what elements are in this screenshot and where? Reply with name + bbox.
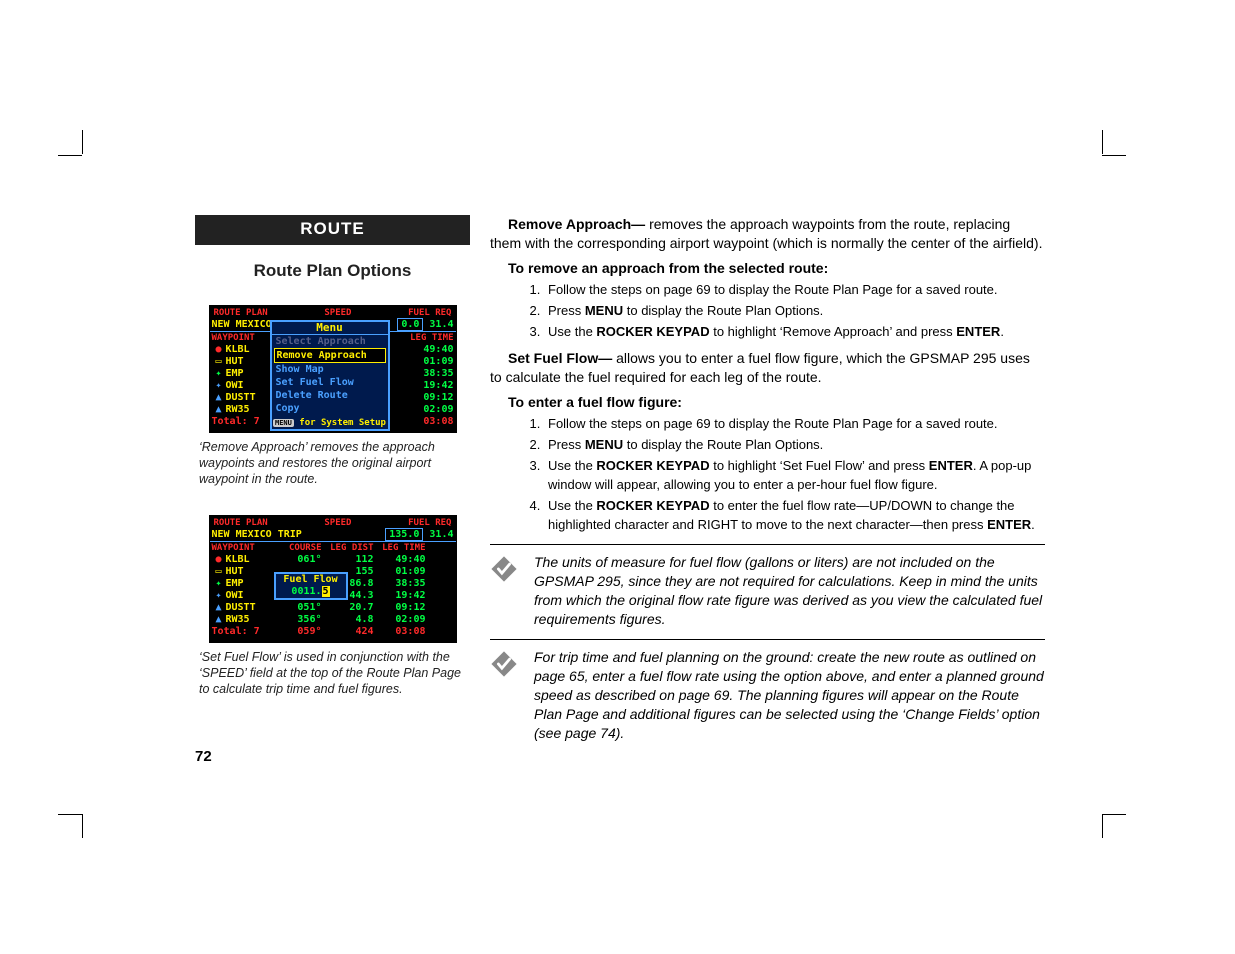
steps-remove: Follow the steps on page 69 to display t… — [544, 280, 1045, 341]
page-subhead: Route Plan Options — [195, 261, 470, 281]
waypoint-row: ▲DUSTT051°20.709:12 — [210, 602, 456, 614]
menu-footer: MENU for System Setup — [272, 415, 388, 429]
ss1-fuel: 31.4 — [429, 319, 453, 330]
step-item: Follow the steps on page 69 to display t… — [544, 280, 1045, 299]
menu-item: Remove Approach — [274, 348, 386, 363]
menu-item: Delete Route — [272, 389, 388, 402]
menu-item: Show Map — [272, 363, 388, 376]
waypoint-row: ▲RW35356°4.802:09 — [210, 614, 456, 626]
ss1-col1: LEG TIME — [404, 332, 454, 344]
caption-2: ‘Set Fuel Flow’ is used in conjunction w… — [195, 649, 470, 697]
step-item: Follow the steps on page 69 to display t… — [544, 414, 1045, 433]
step-item: Use the ROCKER KEYPAD to enter the fuel … — [544, 496, 1045, 534]
menu-popup: Menu Select ApproachRemove ApproachShow … — [270, 320, 390, 431]
ss1-speed: 0.0 — [397, 318, 423, 331]
page-number: 72 — [195, 748, 212, 765]
steps-fuelflow: Follow the steps on page 69 to display t… — [544, 414, 1045, 534]
screenshot-fuelflow: ROUTE PLAN SPEED FUEL REQ NEW MEXICO TRI… — [209, 515, 457, 643]
checkmark-icon — [490, 555, 518, 583]
menu-title: Menu — [272, 322, 388, 335]
caption-1: ‘Remove Approach’ removes the approach w… — [195, 439, 470, 487]
step-item: Use the ROCKER KEYPAD to highlight ‘Remo… — [544, 322, 1045, 341]
note-2: For trip time and fuel planning on the g… — [490, 639, 1045, 743]
ss1-top-mid: SPEED — [324, 307, 351, 319]
ss1-total-time: 03:08 — [404, 416, 454, 428]
para-remove-approach: Remove Approach— removes the approach wa… — [490, 215, 1045, 253]
screenshot-menu: ROUTE PLAN SPEED FUEL REQ NEW MEXICO 0.0… — [209, 305, 457, 433]
step-item: Press MENU to display the Route Plan Opt… — [544, 301, 1045, 320]
note-1: The units of measure for fuel flow (gall… — [490, 544, 1045, 629]
step-item: Use the ROCKER KEYPAD to highlight ‘Set … — [544, 456, 1045, 494]
ss1-title: NEW MEXICO — [212, 319, 272, 331]
para-set-fuel: Set Fuel Flow— allows you to enter a fue… — [490, 349, 1045, 387]
fuelflow-popup: Fuel Flow 0011.5 — [274, 572, 348, 600]
checkmark-icon — [490, 650, 518, 678]
section-header: ROUTE — [195, 215, 470, 245]
menu-item: Select Approach — [272, 335, 388, 348]
step-item: Press MENU to display the Route Plan Opt… — [544, 435, 1045, 454]
menu-item: Copy — [272, 402, 388, 415]
menu-item: Set Fuel Flow — [272, 376, 388, 389]
heading-remove: To remove an approach from the selected … — [508, 259, 1045, 278]
heading-fuelflow: To enter a fuel flow figure: — [508, 393, 1045, 412]
waypoint-row: ●KLBL061°11249:40 — [210, 554, 456, 566]
ss1-top-left: ROUTE PLAN — [214, 307, 268, 319]
